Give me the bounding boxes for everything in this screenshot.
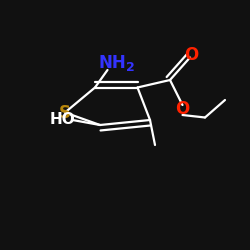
Text: NH: NH [98,54,126,72]
Text: O: O [184,46,198,64]
Text: O: O [176,100,190,118]
Text: 2: 2 [126,61,134,74]
Text: HO: HO [50,112,76,128]
Text: S: S [59,104,71,122]
